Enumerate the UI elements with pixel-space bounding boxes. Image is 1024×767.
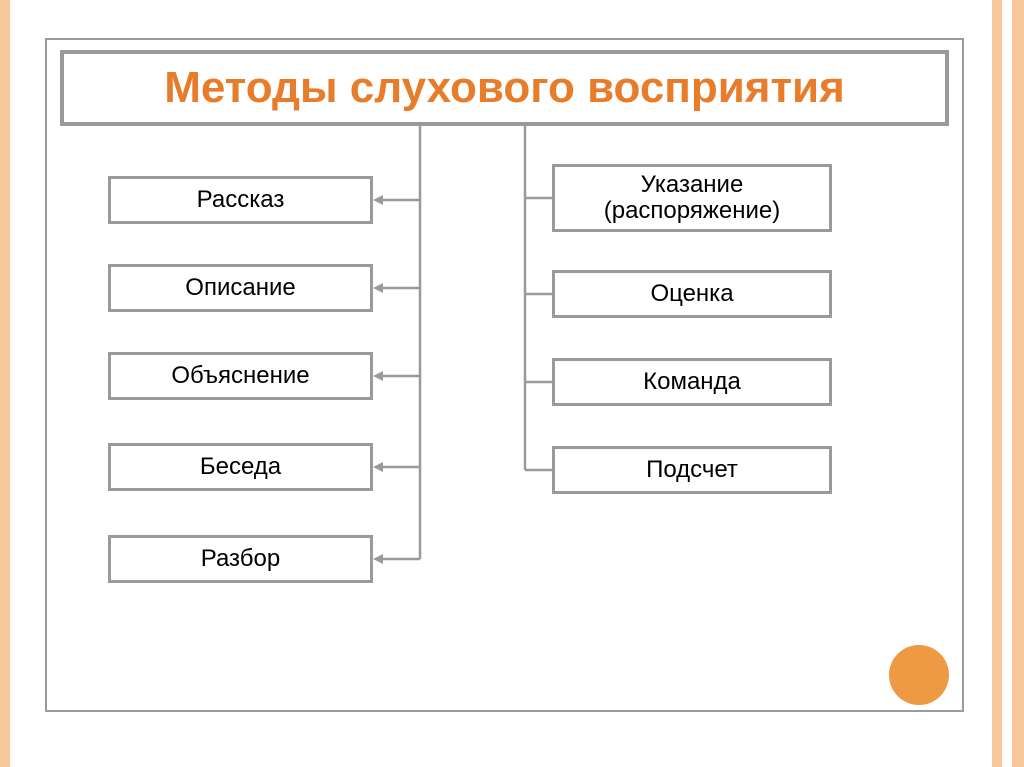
decorative-stripe-right-1 [992,0,1002,767]
node-label: Команда [643,369,741,395]
node-label: Описание [185,275,295,301]
node-label: Подсчет [646,457,738,483]
right-node: Подсчет [552,446,832,494]
decorative-stripe-right-2 [1012,0,1024,767]
decorative-stripe-left [0,0,10,767]
left-node: Объяснение [108,352,373,400]
node-label: Беседа [200,454,281,480]
left-node: Рассказ [108,176,373,224]
node-label: Оценка [650,281,733,307]
left-node: Описание [108,264,373,312]
right-node: Команда [552,358,832,406]
diagram-title: Методы слухового восприятия [164,63,845,113]
right-node: Указание (распоряжение) [552,164,832,232]
node-label: Разбор [201,546,280,572]
node-label: Рассказ [197,187,285,213]
node-label: Объяснение [171,363,309,389]
right-node: Оценка [552,270,832,318]
accent-circle [889,645,949,705]
left-node: Беседа [108,443,373,491]
title-box: Методы слухового восприятия [60,50,949,126]
left-node: Разбор [108,535,373,583]
node-label: Указание (распоряжение) [555,172,829,225]
